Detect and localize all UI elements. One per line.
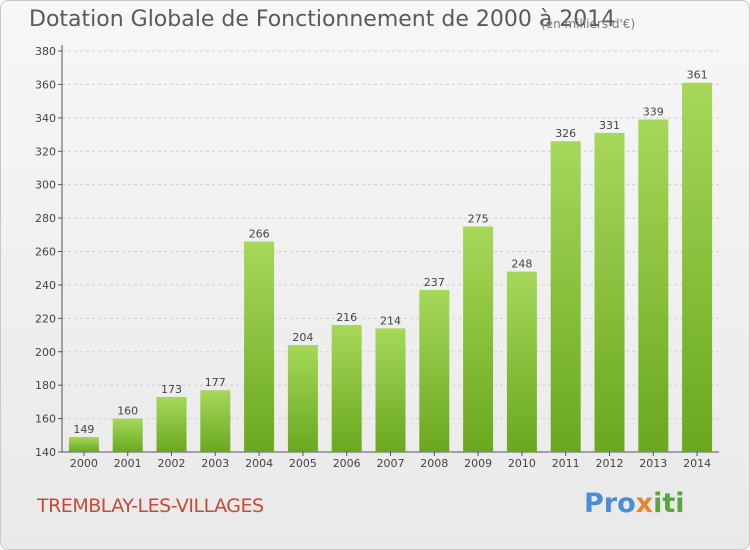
y-tick-label: 360	[35, 78, 56, 91]
x-tick-label: 2012	[596, 457, 624, 470]
logo-part-1: Pro	[584, 488, 636, 519]
y-tick-labels: 140 160 180 200 220 240 260 280 300 320 340 360 380	[35, 45, 56, 459]
bar	[419, 289, 450, 452]
value-label: 275	[468, 212, 489, 225]
y-tick-label: 160	[35, 413, 56, 426]
bar	[68, 436, 99, 452]
x-tick-label: 2000	[70, 457, 98, 470]
value-label: 173	[161, 383, 182, 396]
value-label: 160	[117, 405, 138, 418]
bar	[156, 396, 187, 452]
bar	[682, 82, 713, 452]
x-tick-label: 2010	[508, 457, 536, 470]
value-label: 266	[249, 227, 270, 240]
x-tick-label: 2011	[552, 457, 580, 470]
value-label: 214	[380, 314, 401, 327]
value-label: 331	[599, 119, 620, 132]
x-tick-label: 2008	[420, 457, 448, 470]
x-tick-label: 2004	[245, 457, 273, 470]
proxiti-logo: Proxiti	[584, 488, 685, 519]
bar	[638, 119, 669, 453]
bar	[375, 328, 406, 452]
x-tick-label: 2005	[289, 457, 317, 470]
y-tick-label: 220	[35, 312, 56, 325]
x-tick-label: 2009	[464, 457, 492, 470]
value-label: 339	[643, 106, 664, 119]
value-label: 361	[687, 69, 708, 82]
chart-title: Dotation Globale de Fonctionnement de 20…	[29, 7, 616, 32]
y-tick-label: 240	[35, 279, 56, 292]
bar	[200, 390, 231, 452]
bars	[68, 82, 713, 453]
y-tick-label: 340	[35, 112, 56, 125]
bar	[550, 141, 581, 452]
bar	[463, 226, 494, 452]
value-labels: 149 160 173 177 266 204 216 214 237 275 248 326 331 3…	[73, 69, 707, 436]
y-tick-label: 380	[35, 45, 56, 58]
x-tick-label: 2007	[377, 457, 405, 470]
bar	[506, 271, 537, 452]
y-tick-label: 260	[35, 246, 56, 259]
y-tick-label: 320	[35, 145, 56, 158]
value-label: 204	[292, 331, 313, 344]
value-label: 248	[511, 258, 532, 271]
y-tick-label: 140	[35, 446, 56, 459]
bar	[287, 345, 318, 452]
bar	[594, 132, 625, 452]
chart-unit: (en milliers d'€)	[541, 17, 636, 31]
x-tick-label: 2001	[114, 457, 142, 470]
x-tick-label: 2002	[158, 457, 186, 470]
bar	[331, 325, 362, 452]
logo-part-2: x	[635, 488, 654, 519]
commune-name: TREMBLAY-LES-VILLAGES	[37, 495, 264, 517]
x-tick-label: 2003	[201, 457, 229, 470]
y-tick-label: 280	[35, 212, 56, 225]
value-label: 177	[205, 376, 226, 389]
x-tick-label: 2014	[683, 457, 711, 470]
y-tick-label: 180	[35, 379, 56, 392]
x-tick-label: 2006	[333, 457, 361, 470]
y-tick-label: 200	[35, 346, 56, 359]
value-label: 237	[424, 276, 445, 289]
value-label: 149	[73, 423, 94, 436]
bar	[244, 241, 275, 452]
value-label: 216	[336, 311, 357, 324]
y-tick-label: 300	[35, 179, 56, 192]
logo-part-3: iti	[653, 488, 685, 519]
x-tick-labels: 2000 2001 2002 2003 2004 2005 2006 2007 2008 2009…	[70, 457, 711, 470]
x-tick-label: 2013	[639, 457, 667, 470]
bar	[112, 418, 143, 452]
value-label: 326	[555, 127, 576, 140]
